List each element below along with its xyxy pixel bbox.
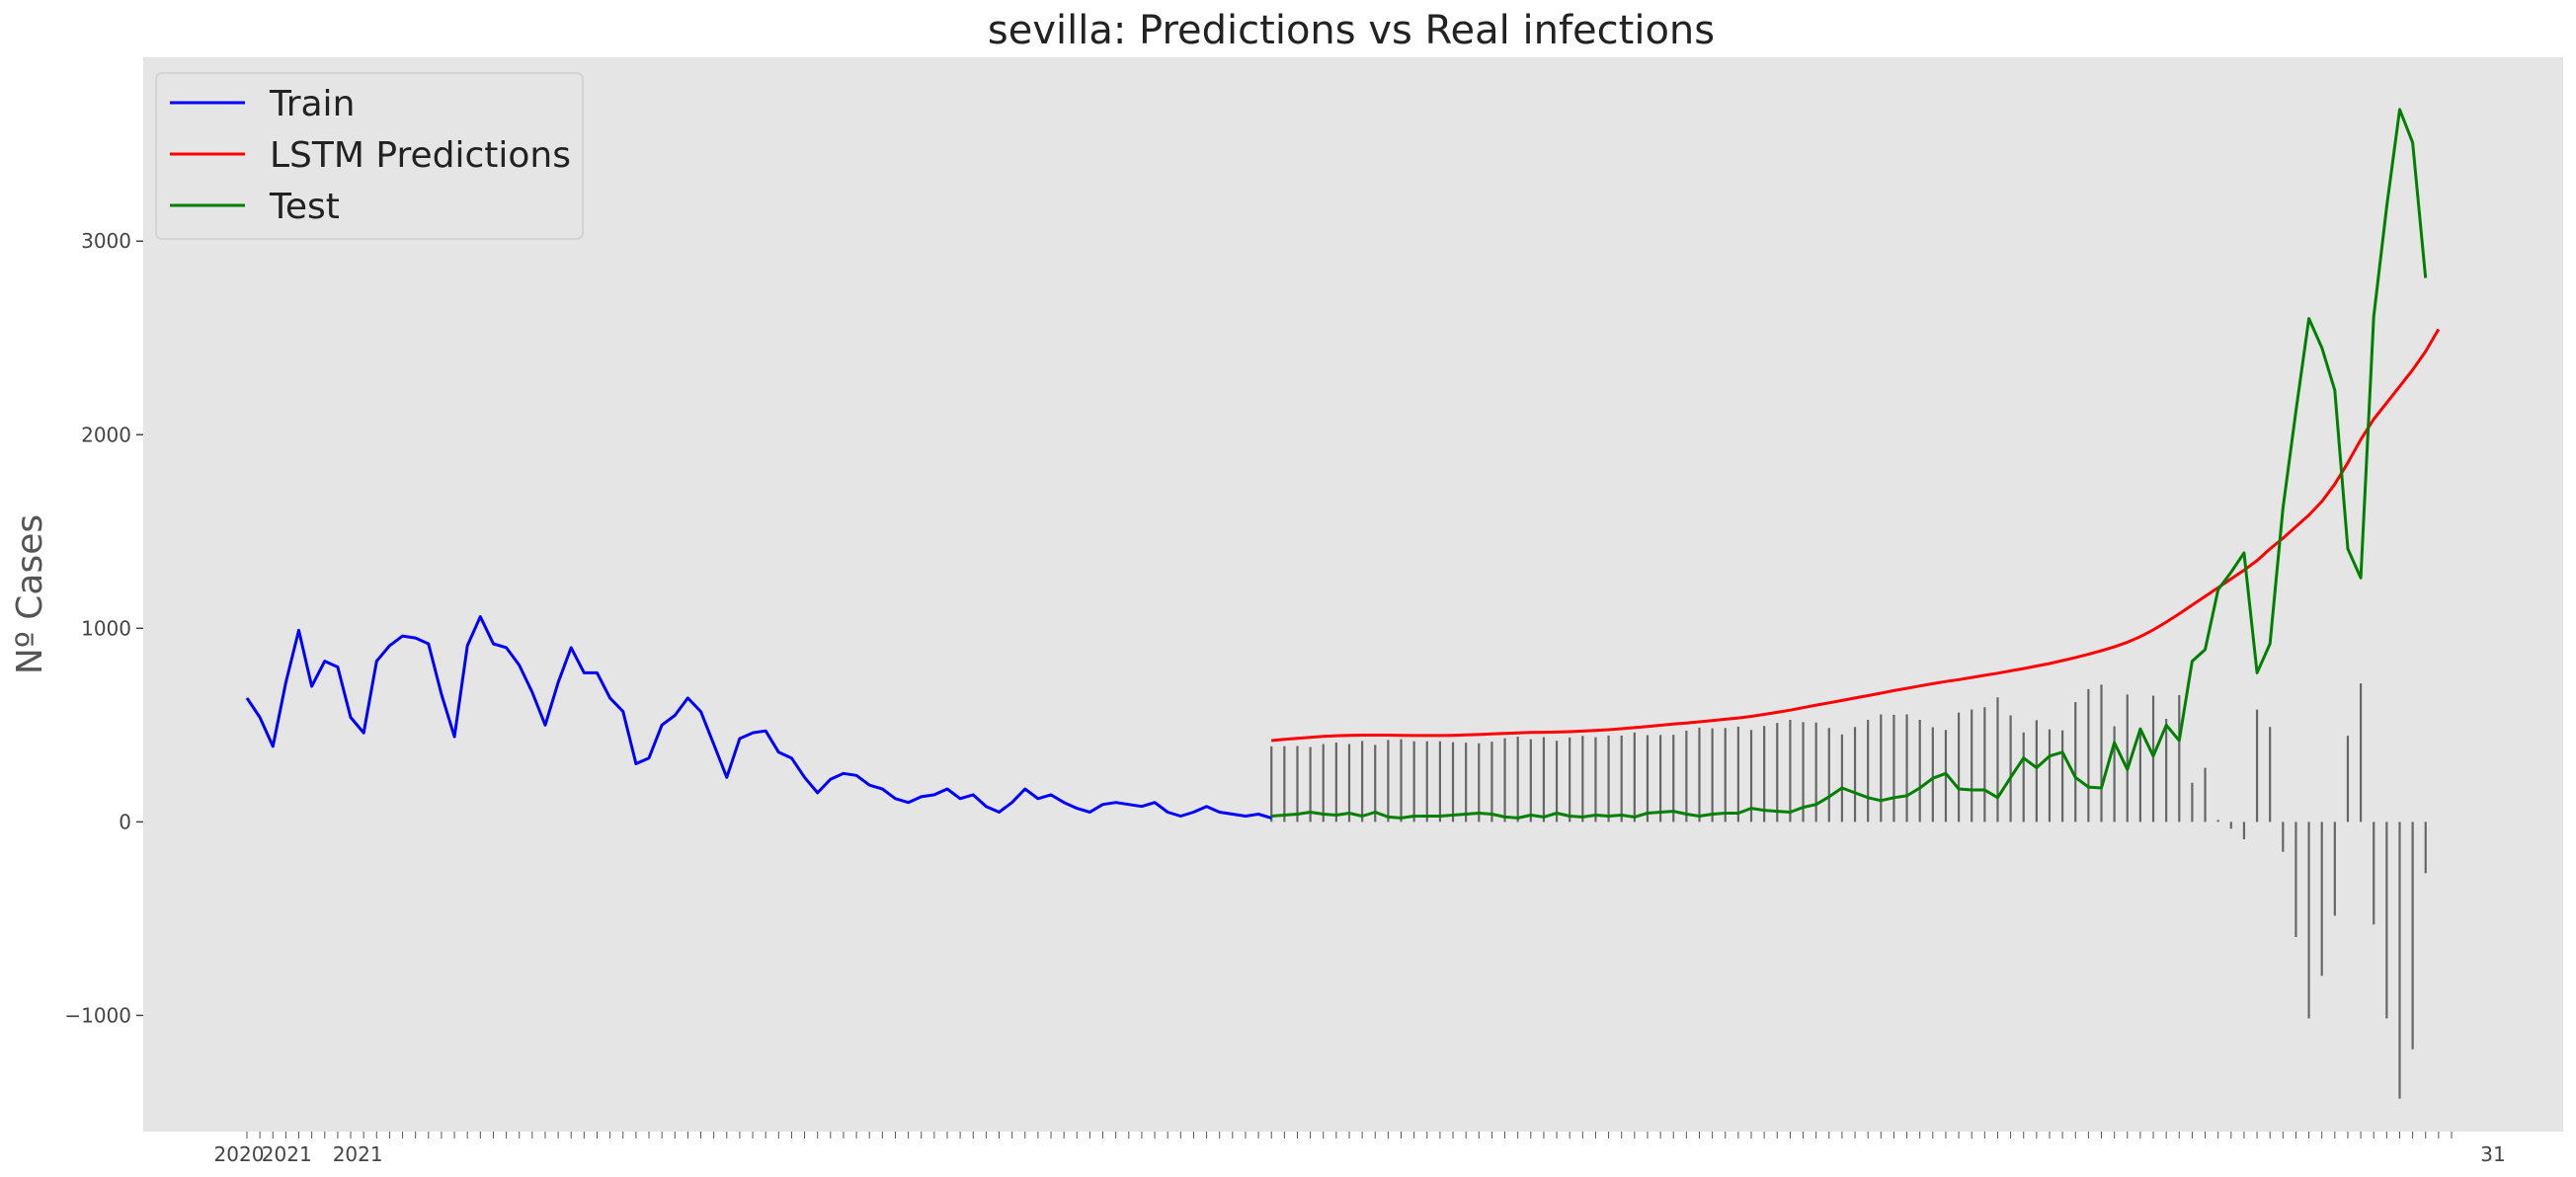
x-tick-label: 2020 — [214, 1142, 265, 1166]
series-lines — [245, 108, 2441, 820]
legend-label-lstm: LSTM Predictions — [270, 135, 571, 176]
legend: Train LSTM Predictions Test — [155, 72, 584, 240]
y-tick-label: −1000 — [64, 1003, 131, 1027]
legend-box — [155, 72, 584, 240]
x-tick-label: 31 — [2480, 1142, 2505, 1166]
y-tick-label: 1000 — [81, 616, 131, 640]
y-tick-label: 0 — [119, 810, 131, 833]
series-line-lstm-predictions — [1271, 328, 2441, 743]
y-tick-label: 3000 — [81, 229, 131, 253]
x-tick-label: 2021 — [333, 1142, 383, 1166]
residual-bars — [1270, 683, 2427, 1099]
chart-title: sevilla: Predictions vs Real infections — [988, 8, 1715, 53]
x-tick-label: 2021 — [262, 1142, 312, 1166]
legend-label-train: Train — [269, 84, 355, 124]
series-line-train — [245, 615, 1272, 820]
y-tick-label: 2000 — [81, 423, 131, 446]
y-axis-label: Nº Cases — [10, 514, 50, 674]
legend-label-test: Test — [269, 187, 340, 227]
y-axis-ticks: −1000 0 1000 2000 3000 — [64, 229, 143, 1027]
series-line-test — [1271, 108, 2428, 820]
